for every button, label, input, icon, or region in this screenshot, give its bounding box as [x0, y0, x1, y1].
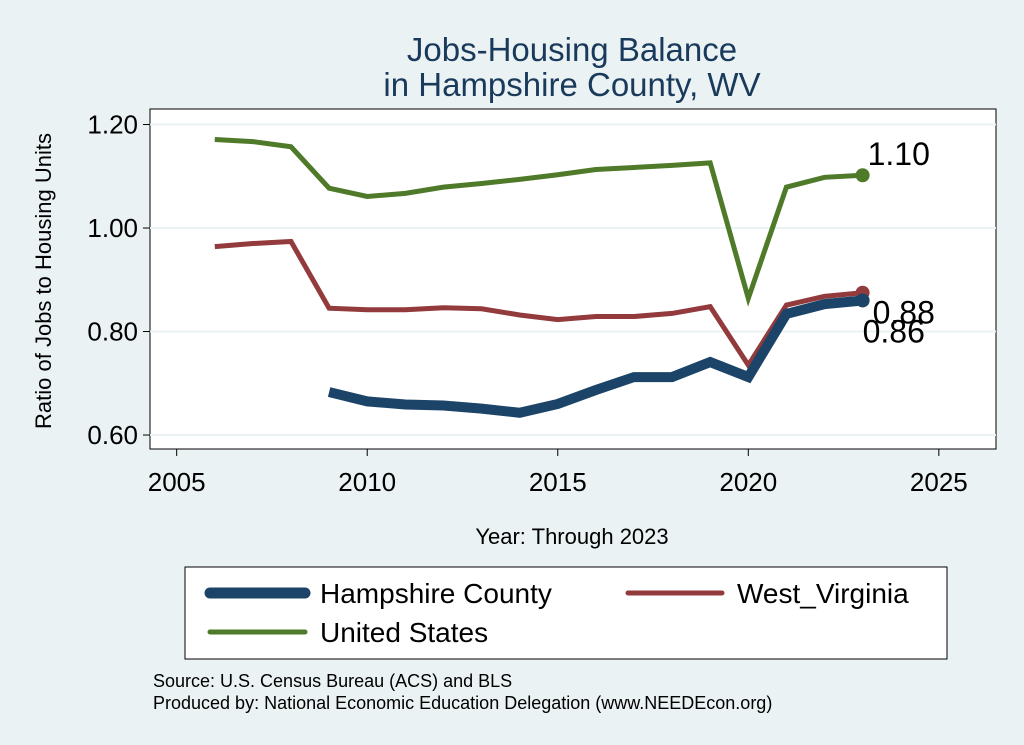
legend-box: [184, 566, 948, 660]
x-tick-label: 2010: [338, 467, 396, 497]
legend-label-west-virginia: West_Virginia: [737, 578, 909, 609]
y-tick-label: 0.80: [87, 317, 138, 347]
gridlines: [150, 123, 996, 437]
x-tick-label: 2015: [529, 467, 587, 497]
y-axis-title: Ratio of Jobs to Housing Units: [31, 133, 56, 429]
end-point-hampshire-county: [855, 293, 870, 308]
source-note: Source: U.S. Census Bureau (ACS) and BLS: [153, 671, 512, 691]
end-label-west-virginia: 0.88: [873, 295, 935, 331]
y-axis: 0.60 0.80 1.00 1.20: [87, 110, 150, 450]
chart-title-line-2: in Hampshire County, WV: [383, 66, 760, 103]
legend-item-hampshire-county: Hampshire County: [204, 578, 552, 609]
series-line-united-states: [214, 137, 863, 307]
chart-title-line-1: Jobs-Housing Balance: [407, 31, 737, 68]
x-tick-label: 2020: [719, 467, 777, 497]
legend-item-west-virginia: West_Virginia: [625, 578, 909, 609]
legend-item-united-states: United States: [207, 617, 488, 648]
x-axis-title: Year: Through 2023: [475, 524, 668, 549]
series-line-west-virginia: [214, 238, 863, 370]
end-point-united-states: [855, 168, 870, 183]
x-tick-label: 2005: [148, 467, 206, 497]
series-layer: [214, 137, 870, 418]
end-label-united-states: 1.10: [868, 136, 930, 172]
y-tick-label: 1.00: [87, 213, 138, 243]
legend-label-hampshire-county: Hampshire County: [320, 578, 552, 609]
x-tick-label: 2025: [910, 467, 968, 497]
y-tick-label: 0.60: [87, 420, 138, 450]
end-label-hampshire-county: 0.86: [863, 313, 925, 349]
produced-by-note: Produced by: National Economic Education…: [153, 693, 772, 713]
end-labels: 1.10 0.880.86: [863, 136, 935, 349]
legend-label-united-states: United States: [320, 617, 488, 648]
x-axis: 2005 2010 2015 2020 2025: [148, 449, 968, 497]
series-line-hampshire-county: [327, 295, 864, 418]
plot-area: [149, 108, 997, 450]
y-tick-label: 1.20: [87, 110, 138, 140]
